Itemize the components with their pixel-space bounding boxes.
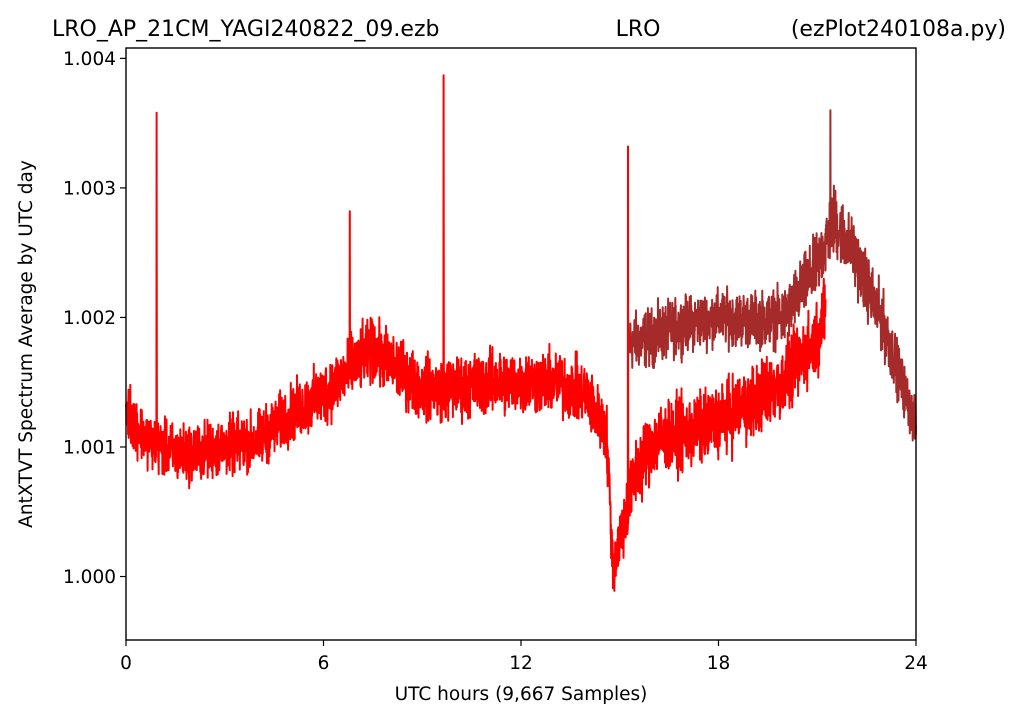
y-tick-label: 1.000 — [63, 567, 116, 588]
y-axis-label: AntXTVT Spectrum Average by UTC day — [16, 160, 37, 528]
x-axis: 0 6 12 18 24 — [120, 640, 928, 674]
chart-title-station: LRO — [616, 17, 661, 42]
series-layer — [125, 74, 917, 592]
series-line-1 — [125, 74, 827, 592]
y-tick-label: 1.001 — [63, 437, 116, 458]
y-axis: 1.000 1.001 1.002 1.003 1.004 — [63, 49, 126, 588]
x-tick-label: 0 — [120, 653, 132, 674]
x-tick-label: 18 — [707, 653, 731, 674]
x-tick-label: 6 — [318, 653, 330, 674]
x-tick-label: 24 — [904, 653, 928, 674]
x-axis-label: UTC hours (9,667 Samples) — [395, 684, 648, 705]
series-line-0 — [627, 109, 917, 442]
chart-title-script: (ezPlot240108a.py) — [791, 17, 1006, 42]
y-tick-label: 1.003 — [63, 178, 116, 199]
chart-title-file: LRO_AP_21CM_YAGI240822_09.ezb — [52, 17, 439, 42]
y-tick-label: 1.002 — [63, 308, 116, 329]
y-tick-label: 1.004 — [63, 49, 116, 70]
x-tick-label: 12 — [509, 653, 533, 674]
